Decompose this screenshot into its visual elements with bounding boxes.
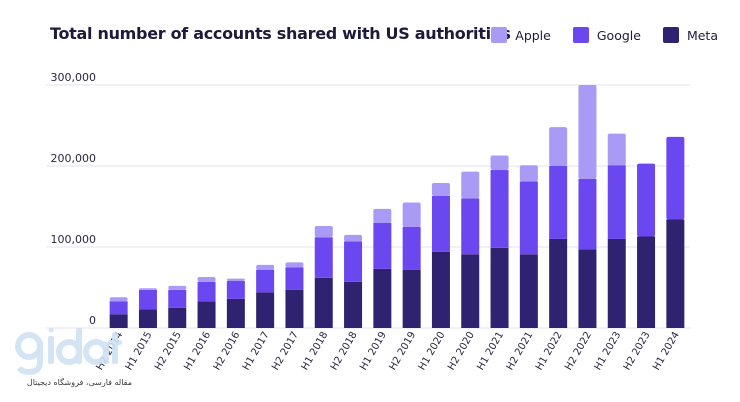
x-tick-label: H2 2016 [212, 330, 243, 372]
x-tick-label: H1 2020 [417, 330, 448, 372]
bar-meta-h1-2020[interactable] [431, 251, 450, 328]
bar-google-h1-2016[interactable] [197, 281, 216, 302]
watermark-tagline: مقاله فارسی، فروشگاه دیجیتال [27, 377, 132, 387]
bars-layer [109, 85, 685, 328]
bar-apple-h1-2020[interactable] [431, 183, 450, 196]
bar-apple-h1-2019[interactable] [373, 208, 392, 223]
bar-meta-h1-2023[interactable] [607, 238, 626, 328]
legend-label-meta: Meta [686, 27, 718, 43]
bar-google-h1-2019[interactable] [373, 222, 392, 269]
bar-apple-h2-2021[interactable] [519, 165, 538, 182]
bar-meta-h2-2022[interactable] [578, 249, 597, 328]
x-tick-label: H2 2015 [153, 330, 184, 372]
bar-google-h2-2023[interactable] [637, 163, 656, 237]
bar-google-h2-2014[interactable] [109, 301, 128, 315]
y-tick-label: 0 [89, 314, 96, 327]
bar-meta-h1-2019[interactable] [373, 268, 392, 328]
bar-google-h1-2024[interactable] [666, 136, 685, 220]
x-tick-label: H1 2021 [475, 330, 506, 372]
bar-google-h1-2020[interactable] [431, 195, 450, 252]
legend-label-apple: Apple [515, 27, 551, 43]
bar-apple-h2-2017[interactable] [285, 262, 304, 268]
bar-meta-h1-2015[interactable] [138, 309, 157, 328]
bar-apple-h2-2016[interactable] [226, 278, 245, 282]
x-tick-label: H1 2018 [300, 330, 331, 372]
bar-google-h1-2018[interactable] [314, 237, 333, 278]
bar-apple-h1-2021[interactable] [490, 155, 509, 171]
x-tick-label: H1 2024 [651, 330, 682, 372]
bar-google-h2-2021[interactable] [519, 181, 538, 255]
x-tick-label: H2 2023 [622, 330, 653, 372]
legend: Apple Google Meta [491, 27, 718, 43]
bar-meta-h1-2024[interactable] [666, 219, 685, 328]
bar-google-h2-2016[interactable] [226, 281, 245, 299]
bar-meta-h2-2016[interactable] [226, 298, 245, 328]
bar-apple-h2-2020[interactable] [461, 171, 480, 199]
bar-google-h1-2015[interactable] [138, 289, 157, 310]
bar-meta-h2-2023[interactable] [637, 236, 656, 328]
bar-apple-h2-2022[interactable] [578, 85, 597, 179]
bar-meta-h1-2021[interactable] [490, 247, 509, 328]
x-tick-label: H2 2022 [563, 330, 594, 372]
legend-label-google: Google [596, 27, 641, 43]
bar-google-h2-2020[interactable] [461, 198, 480, 255]
x-tick-label: H1 2022 [534, 330, 565, 372]
bar-apple-h2-2018[interactable] [344, 234, 363, 242]
x-tick-label: H1 2019 [358, 330, 389, 372]
bar-meta-h2-2021[interactable] [519, 254, 538, 328]
bar-meta-h2-2019[interactable] [402, 269, 421, 328]
x-tick-label: H2 2021 [505, 330, 536, 372]
legend-swatch-apple [491, 27, 508, 43]
bar-apple-h2-2014[interactable] [109, 297, 128, 302]
y-tick-label: 200,000 [51, 152, 97, 165]
bar-apple-h1-2022[interactable] [549, 127, 568, 166]
bar-meta-h2-2015[interactable] [168, 307, 187, 328]
bar-google-h2-2017[interactable] [285, 267, 304, 290]
x-tick-label: H1 2016 [182, 330, 213, 372]
legend-item-apple[interactable]: Apple [491, 27, 551, 43]
x-tick-label: H2 2019 [387, 330, 418, 372]
bar-apple-h1-2018[interactable] [314, 225, 333, 238]
y-tick-label: 300,000 [51, 71, 97, 84]
bar-apple-h2-2019[interactable] [402, 202, 421, 227]
bar-apple-h1-2015[interactable] [138, 288, 157, 290]
x-tick-label: H2 2017 [270, 330, 301, 372]
chart-title: Total number of accounts shared with US … [50, 24, 511, 43]
bar-apple-h1-2016[interactable] [197, 276, 216, 282]
gidat-logo-icon: مقاله فارسی، فروشگاه دیجیتال [15, 328, 132, 387]
bar-meta-h2-2018[interactable] [344, 281, 363, 328]
bar-google-h1-2021[interactable] [490, 170, 509, 248]
bar-google-h2-2019[interactable] [402, 226, 421, 270]
legend-swatch-meta [662, 27, 679, 43]
legend-item-google[interactable]: Google [572, 27, 641, 43]
bar-google-h1-2022[interactable] [549, 166, 568, 239]
x-tick-label: H2 2018 [329, 330, 360, 372]
bar-apple-h2-2015[interactable] [168, 285, 187, 290]
bar-meta-h1-2016[interactable] [197, 301, 216, 328]
bar-meta-h2-2014[interactable] [109, 314, 128, 328]
bar-google-h2-2018[interactable] [344, 241, 363, 282]
x-tick-label: H1 2023 [593, 330, 624, 372]
bar-meta-h2-2017[interactable] [285, 289, 304, 328]
bar-meta-h1-2018[interactable] [314, 277, 333, 328]
bar-apple-h1-2017[interactable] [256, 264, 275, 270]
bar-meta-h1-2017[interactable] [256, 292, 275, 328]
bar-google-h2-2015[interactable] [168, 289, 187, 308]
bar-google-h2-2022[interactable] [578, 178, 597, 250]
bar-apple-h1-2023[interactable] [607, 133, 626, 166]
bar-google-h1-2023[interactable] [607, 165, 626, 239]
y-tick-label: 100,000 [51, 233, 97, 246]
legend-item-meta[interactable]: Meta [662, 27, 718, 43]
bar-meta-h2-2020[interactable] [461, 254, 480, 328]
bar-meta-h1-2022[interactable] [549, 238, 568, 328]
x-tick-label: H1 2017 [241, 330, 272, 372]
x-tick-label: H2 2020 [446, 330, 477, 372]
legend-swatch-google [572, 27, 589, 43]
bar-google-h1-2017[interactable] [256, 269, 275, 293]
